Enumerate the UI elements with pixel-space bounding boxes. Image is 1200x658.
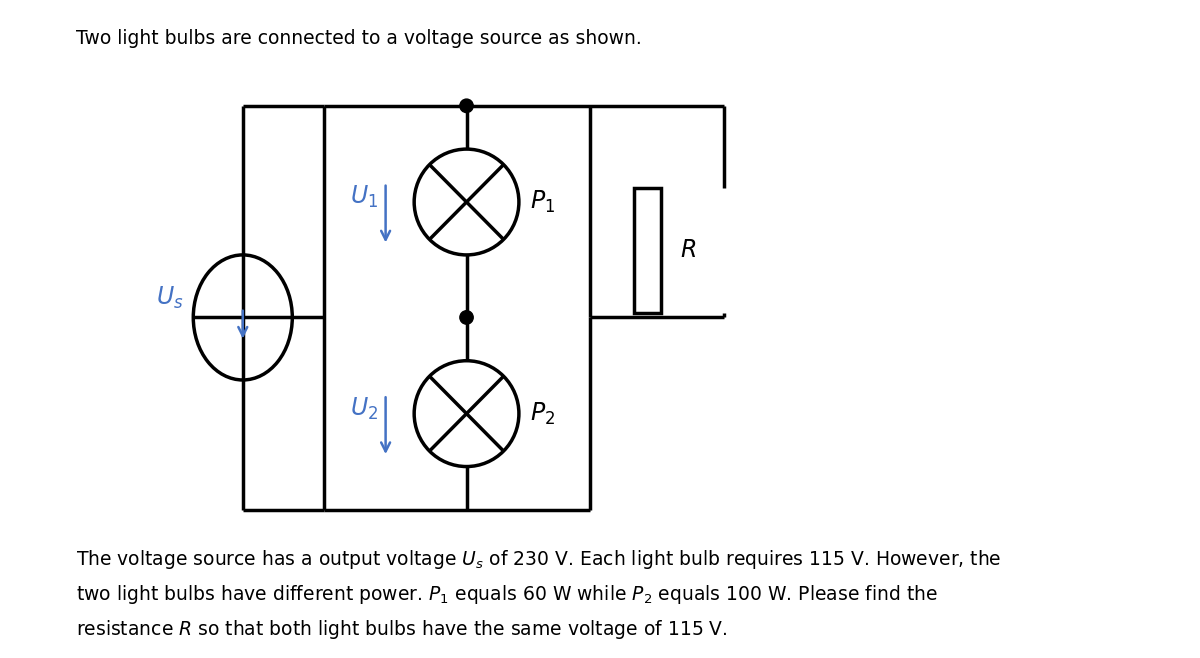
Text: $P_1$: $P_1$ bbox=[530, 189, 556, 215]
Text: Two light bulbs are connected to a voltage source as shown.: Two light bulbs are connected to a volta… bbox=[76, 29, 642, 48]
Circle shape bbox=[460, 311, 473, 324]
Text: $U_1$: $U_1$ bbox=[350, 184, 378, 211]
Text: $U_2$: $U_2$ bbox=[350, 395, 378, 422]
Text: $P_2$: $P_2$ bbox=[530, 401, 556, 427]
Bar bbox=[634, 188, 661, 313]
Text: $R$: $R$ bbox=[680, 238, 696, 262]
Text: $U_s$: $U_s$ bbox=[156, 285, 184, 311]
Text: The voltage source has a output voltage $U_s$ of 230 V. Each light bulb requires: The voltage source has a output voltage … bbox=[76, 548, 1002, 641]
Circle shape bbox=[460, 99, 473, 113]
